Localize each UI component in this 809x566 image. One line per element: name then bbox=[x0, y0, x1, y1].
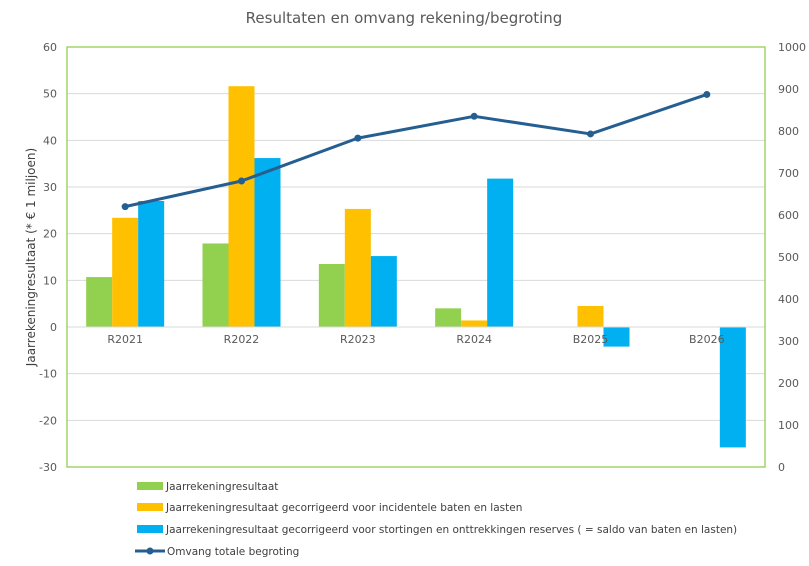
y-tick-left: 0 bbox=[50, 321, 57, 334]
legend-swatch bbox=[137, 503, 163, 511]
y-tick-right: 800 bbox=[778, 125, 799, 138]
line-point-b2025 bbox=[587, 130, 594, 138]
y-tick-left: -20 bbox=[39, 414, 57, 427]
legend-label: Jaarrekeningresultaat gecorrigeerd voor … bbox=[165, 524, 737, 536]
bar-r2024-series-3 bbox=[487, 178, 514, 327]
bar-r2021-series-1 bbox=[86, 277, 113, 327]
legend-swatch bbox=[137, 482, 163, 490]
y-axis-label: Jaarrekeningresultaat (* € 1 miljoen) bbox=[24, 148, 38, 367]
x-axis-categories: R2021 R2022 R2023 R2024 B2025 B2026 bbox=[107, 333, 724, 346]
y-tick-left: -30 bbox=[39, 461, 57, 474]
bar-r2021-series-3 bbox=[138, 201, 165, 327]
bar-r2024-series-1 bbox=[435, 308, 462, 327]
y-tick-right: 100 bbox=[778, 419, 799, 432]
axes bbox=[66, 46, 766, 468]
y-tick-left: 10 bbox=[43, 274, 57, 287]
plot-area-border bbox=[66, 46, 766, 468]
line-point-b2026 bbox=[703, 90, 711, 98]
y-tick-left: 20 bbox=[43, 228, 57, 241]
bar-b2025-series-3 bbox=[603, 327, 630, 347]
gridlines bbox=[67, 93, 765, 421]
line-omvang-totale-begroting bbox=[124, 93, 708, 209]
line-point-r2022 bbox=[238, 177, 245, 185]
legend-label: Omvang totale begroting bbox=[167, 546, 299, 558]
y-tick-left: 30 bbox=[43, 181, 57, 194]
y-tick-left: 50 bbox=[43, 88, 57, 101]
y-tick-right: 0 bbox=[778, 461, 785, 474]
bar-r2023-series-2 bbox=[344, 208, 371, 327]
legend-label: Jaarrekeningresultaat bbox=[165, 481, 278, 493]
x-tick-label: R2024 bbox=[456, 333, 492, 346]
bar-b2026-series-3 bbox=[719, 327, 746, 448]
y-tick-right: 600 bbox=[778, 209, 799, 222]
legend: Jaarrekeningresultaat Jaarrekeningresulta… bbox=[135, 481, 737, 558]
y-tick-right: 200 bbox=[778, 377, 799, 390]
chart-title: Resultaten en omvang rekening/begroting bbox=[246, 9, 563, 27]
bar-r2022-series-3 bbox=[254, 158, 281, 327]
y-axis-left-ticks: 60 50 40 30 20 10 0 -10 -20 -30 bbox=[39, 41, 57, 474]
y-tick-right: 300 bbox=[778, 335, 799, 348]
y-tick-right: 900 bbox=[778, 83, 799, 96]
y-tick-right: 700 bbox=[778, 167, 799, 180]
legend-label: Jaarrekeningresultaat gecorrigeerd voor … bbox=[165, 502, 522, 514]
bar-r2023-series-1 bbox=[318, 264, 345, 327]
y-tick-left: -10 bbox=[39, 368, 57, 381]
line-series bbox=[121, 90, 711, 211]
bar-r2022-series-1 bbox=[202, 243, 229, 327]
bar-r2024-series-2 bbox=[461, 320, 488, 327]
bar-r2021-series-2 bbox=[112, 217, 139, 327]
legend-swatch bbox=[137, 525, 163, 533]
y-tick-left: 40 bbox=[43, 134, 57, 147]
bar-b2025-series-2 bbox=[577, 306, 604, 327]
y-tick-left: 60 bbox=[43, 41, 57, 54]
x-tick-label: R2023 bbox=[340, 333, 376, 346]
y-tick-right: 1000 bbox=[778, 41, 806, 54]
bars bbox=[86, 86, 746, 448]
bar-r2023-series-3 bbox=[370, 256, 397, 327]
x-tick-label: B2026 bbox=[689, 333, 725, 346]
y-tick-right: 500 bbox=[778, 251, 799, 264]
x-tick-label: R2022 bbox=[224, 333, 260, 346]
x-tick-label: B2025 bbox=[573, 333, 609, 346]
x-tick-label: R2021 bbox=[107, 333, 143, 346]
y-tick-right: 400 bbox=[778, 293, 799, 306]
line-point-r2024 bbox=[470, 112, 478, 120]
line-point-r2021 bbox=[121, 203, 129, 211]
legend-marker bbox=[146, 547, 154, 555]
bar-r2022-series-2 bbox=[228, 86, 255, 327]
line-point-r2023 bbox=[354, 134, 362, 142]
